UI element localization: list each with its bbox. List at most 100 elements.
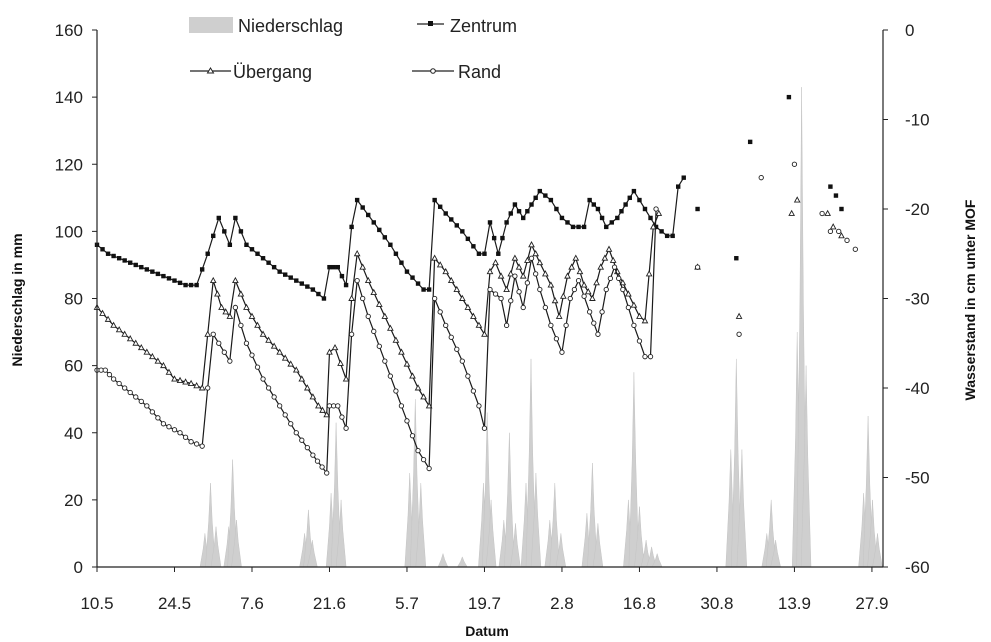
point-zentrum-0-32 <box>271 264 277 270</box>
point-rand-0-8 <box>133 394 139 400</box>
point-rand-0-34 <box>277 403 283 409</box>
point-zentrum-0-2 <box>105 251 111 256</box>
isolated-point-rand-8 <box>852 246 858 252</box>
point-rand-0-103 <box>620 286 626 293</box>
point-zentrum-0-30 <box>260 256 266 261</box>
right-tick-label-6: 0 <box>905 21 914 40</box>
point-zentrum-0-80 <box>521 215 526 221</box>
point-zentrum-0-109 <box>664 233 670 239</box>
point-rand-0-75 <box>492 291 499 297</box>
point-rand-0-52 <box>365 313 371 320</box>
point-rand-0-17 <box>182 434 189 440</box>
point-uebergang-0-16 <box>182 378 189 385</box>
point-uebergang-0-15 <box>176 376 184 383</box>
right-y-ticks: -60 -50 -40 -30 -20 -10 0 <box>883 21 930 577</box>
isolated-point-zentrum-1 <box>734 256 739 261</box>
point-uebergang-0-108 <box>645 270 653 277</box>
point-uebergang-0-24 <box>222 308 230 315</box>
point-rand-0-54 <box>376 343 382 349</box>
point-zentrum-0-48 <box>354 197 360 203</box>
point-uebergang-0-34 <box>276 348 284 355</box>
x-tick-label-4: 5.7 <box>395 594 419 613</box>
point-rand-0-105 <box>631 322 637 328</box>
isolated-point-rand-4 <box>819 210 825 217</box>
point-zentrum-0-72 <box>487 220 493 225</box>
point-rand-0-92 <box>571 286 578 293</box>
point-uebergang-0-50 <box>359 263 367 270</box>
point-zentrum-0-105 <box>642 206 648 212</box>
point-uebergang-0-2 <box>104 315 112 322</box>
point-rand-0-26 <box>232 304 239 311</box>
point-uebergang-0-38 <box>298 375 306 382</box>
point-rand-0-46 <box>335 403 341 409</box>
left-tick-label-2: 40 <box>64 424 83 443</box>
point-rand-0-6 <box>122 385 128 391</box>
point-zentrum-0-93 <box>587 197 592 203</box>
point-uebergang-0-1 <box>99 309 106 316</box>
point-rand-0-28 <box>243 340 250 346</box>
isolated-point-uebergang-4 <box>824 209 832 216</box>
point-rand-0-69 <box>459 358 465 364</box>
point-zentrum-0-59 <box>415 281 421 286</box>
point-rand-0-47 <box>339 414 345 420</box>
series-rand <box>94 161 858 476</box>
point-uebergang-0-71 <box>475 321 483 328</box>
point-rand-0-19 <box>193 441 200 447</box>
point-zentrum-0-43 <box>331 264 336 270</box>
point-zentrum-0-77 <box>508 211 513 216</box>
isolated-point-zentrum-4 <box>828 184 833 189</box>
legend-swatch-niederschlag <box>189 17 233 33</box>
point-uebergang-0-14 <box>171 375 178 382</box>
point-uebergang-0-80 <box>519 272 527 279</box>
point-zentrum-0-88 <box>559 215 565 221</box>
point-zentrum-0-78 <box>512 202 518 207</box>
point-uebergang-0-6 <box>126 335 134 342</box>
point-rand-0-89 <box>559 349 565 355</box>
point-zentrum-0-47 <box>349 224 354 230</box>
point-uebergang-0-97 <box>593 279 600 286</box>
point-uebergang-0-93 <box>576 267 584 275</box>
point-rand-0-29 <box>249 352 255 358</box>
point-uebergang-0-89 <box>559 292 567 299</box>
point-uebergang-0-43 <box>323 411 331 418</box>
point-zentrum-0-71 <box>482 251 487 256</box>
isolated-point-zentrum-6 <box>839 206 844 212</box>
point-uebergang-0-45 <box>331 343 339 351</box>
point-uebergang-0-46 <box>337 359 344 366</box>
isolated-point-uebergang-6 <box>838 232 845 239</box>
point-rand-0-13 <box>160 421 167 427</box>
point-rand-0-78 <box>508 298 514 304</box>
point-zentrum-0-95 <box>595 206 601 212</box>
point-uebergang-0-12 <box>160 361 167 369</box>
series-line-uebergang-0 <box>96 213 660 417</box>
point-uebergang-0-53 <box>375 300 383 307</box>
point-uebergang-0-31 <box>259 330 267 337</box>
point-rand-0-76 <box>498 295 504 302</box>
point-rand-0-108 <box>647 354 654 360</box>
x-tick-label-2: 7.6 <box>240 594 264 613</box>
point-rand-0-98 <box>599 309 605 315</box>
precipitation-layer <box>199 87 883 568</box>
point-zentrum-0-110 <box>670 233 675 239</box>
series-line-zentrum-0 <box>96 177 685 300</box>
point-rand-0-104 <box>625 304 632 311</box>
point-zentrum-0-9 <box>144 267 150 272</box>
point-zentrum-0-57 <box>404 269 410 274</box>
point-rand-0-53 <box>371 328 377 334</box>
point-rand-0-36 <box>288 421 294 427</box>
point-zentrum-0-39 <box>310 287 316 292</box>
point-rand-0-86 <box>542 304 549 311</box>
point-rand-0-61 <box>415 447 421 454</box>
isolated-point-zentrum-0 <box>695 206 700 212</box>
point-rand-0-96 <box>591 320 597 326</box>
right-tick-label-5: -10 <box>905 111 930 130</box>
point-zentrum-0-23 <box>222 229 227 234</box>
point-rand-0-72 <box>476 403 482 409</box>
point-zentrum-0-24 <box>227 242 233 247</box>
point-zentrum-0-64 <box>443 211 448 216</box>
point-uebergang-0-25 <box>226 312 234 319</box>
legend-label-zentrum: Zentrum <box>450 16 517 36</box>
point-rand-0-21 <box>205 385 211 391</box>
precip-spike-21 <box>504 432 515 568</box>
point-rand-0-11 <box>149 409 156 415</box>
